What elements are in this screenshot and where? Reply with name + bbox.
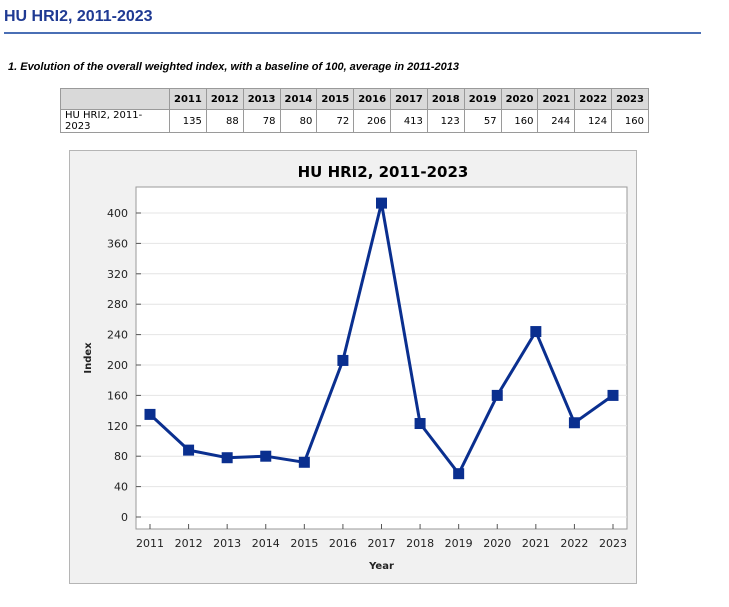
x-tick-label: 2021: [522, 537, 550, 550]
y-tick-label: 240: [107, 329, 128, 342]
y-tick-label: 80: [114, 450, 128, 463]
table-header-cell: 2020: [500, 88, 539, 110]
table-cell: 160: [500, 109, 539, 133]
data-table: 2011 2012 2013 2014 2015 2016 2017 2018 …: [60, 88, 649, 133]
y-tick-label: 0: [121, 511, 128, 524]
table-header-cell: 2013: [242, 88, 281, 110]
y-tick-label: 280: [107, 298, 128, 311]
x-tick-label: 2012: [175, 537, 203, 550]
table-header-cell: 2021: [537, 88, 576, 110]
table-cell: 124: [574, 109, 613, 133]
table-header-cell: 2015: [316, 88, 355, 110]
data-point-marker: [607, 389, 619, 401]
x-tick-label: 2018: [406, 537, 434, 550]
y-tick-label: 120: [107, 420, 128, 433]
data-point-marker: [260, 450, 272, 462]
table-cell: 413: [390, 109, 428, 133]
y-tick-label: 400: [107, 207, 128, 220]
table-header-cell: 2012: [205, 88, 244, 110]
y-tick-label: 160: [107, 389, 128, 402]
x-tick-label: 2017: [368, 537, 396, 550]
table-cell: 206: [353, 109, 392, 133]
table-header-cell: 2019: [463, 88, 502, 110]
x-axis-label: Year: [368, 561, 394, 572]
chart-title: HU HRI2, 2011-2023: [298, 163, 469, 181]
page-title: HU HRI2, 2011-2023: [4, 8, 153, 25]
y-tick-label: 320: [107, 268, 128, 281]
y-tick-label: 200: [107, 359, 128, 372]
table-cell: 72: [316, 109, 355, 133]
table-header-cell: 2016: [353, 88, 392, 110]
data-point-marker: [414, 418, 426, 430]
data-point-marker: [144, 408, 156, 420]
data-point-marker: [491, 389, 503, 401]
x-tick-label: 2020: [483, 537, 511, 550]
plot-area: [135, 186, 628, 530]
data-point-marker: [453, 468, 465, 480]
table-cell: 80: [279, 109, 318, 133]
chart-frame: HU HRI2, 2011-2023 0 40 80 120 160 200 240 280 3…: [69, 150, 637, 584]
x-tick-label: 2014: [252, 537, 280, 550]
table-row: HU HRI2, 2011-2023 135 88 78 80 72 206 4…: [60, 109, 649, 133]
table-cell: 244: [537, 109, 576, 133]
x-tick-label: 2011: [136, 537, 164, 550]
data-point-marker: [298, 456, 310, 468]
table-cell: 78: [242, 109, 281, 133]
x-tick-label: 2023: [599, 537, 627, 550]
table-header-row: 2011 2012 2013 2014 2015 2016 2017 2018 …: [60, 88, 649, 110]
table-header-cell: 2023: [611, 88, 649, 110]
table-header-cell: 2017: [390, 88, 428, 110]
x-tick-label: 2022: [560, 537, 588, 550]
data-point-marker: [530, 326, 542, 338]
table-header-cell: 2014: [279, 88, 318, 110]
y-tick-label: 360: [107, 237, 128, 250]
line-chart: HU HRI2, 2011-2023 0 40 80 120 160 200 240 280 3…: [83, 163, 628, 572]
table-cell: 123: [426, 109, 465, 133]
x-tick-label: 2016: [329, 537, 357, 550]
data-point-marker: [221, 452, 233, 464]
table-cell: 88: [205, 109, 244, 133]
data-point-marker: [337, 354, 349, 366]
y-tick-label: 40: [114, 481, 128, 494]
table-row-label: HU HRI2, 2011-2023: [60, 109, 170, 133]
table-header-cell: 2011: [169, 88, 207, 110]
table-header-cell: 2022: [574, 88, 613, 110]
section-heading: 1. Evolution of the overall weighted ind…: [8, 61, 459, 73]
x-tick-label: 2015: [290, 537, 318, 550]
data-point-marker: [376, 197, 387, 209]
x-tick-label: 2019: [445, 537, 473, 550]
table-cell: 57: [463, 109, 502, 133]
table-header-cell: 2018: [426, 88, 465, 110]
table-cell: 135: [169, 109, 207, 133]
title-divider: [4, 32, 701, 34]
data-point-marker: [183, 444, 195, 456]
data-point-marker: [568, 417, 580, 429]
table-corner-cell: [60, 88, 170, 110]
y-axis-label: Index: [83, 342, 94, 374]
table-cell: 160: [611, 109, 649, 133]
x-tick-label: 2013: [213, 537, 241, 550]
